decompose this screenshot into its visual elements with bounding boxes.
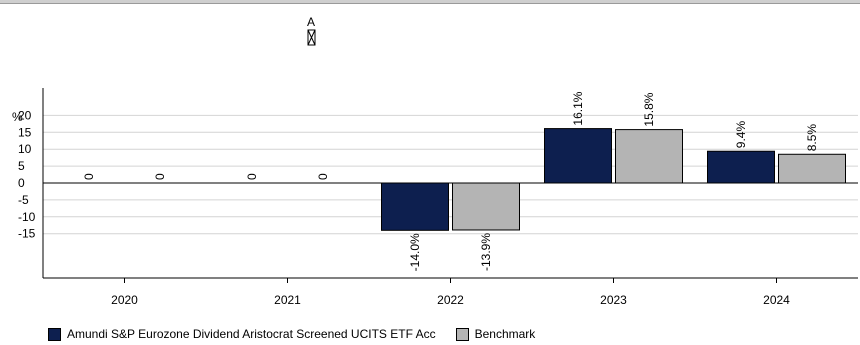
y-tick-label: 5 (18, 159, 25, 173)
data-label: -13.9% (479, 233, 493, 271)
bars (381, 128, 846, 231)
axes (42, 88, 858, 283)
data-label: 0 (316, 173, 330, 180)
data-label: 0 (153, 173, 167, 180)
legend-swatch-fund (48, 327, 61, 341)
data-label: -14.0% (408, 233, 422, 271)
bar (544, 128, 612, 184)
legend-item-benchmark: Benchmark (455, 327, 536, 341)
data-label: 9.4% (734, 121, 748, 149)
annotation-letter: A (307, 15, 315, 29)
y-tick-labels: 20 15 10 5 0 -5 -10 -15 (18, 108, 36, 240)
annotation-marker: A (307, 15, 316, 46)
x-tick-labels: 2020 2021 2022 2023 2024 (111, 293, 790, 307)
bar (452, 182, 520, 231)
legend: Amundi S&P Eurozone Dividend Aristocrat … (48, 325, 555, 343)
data-label: 0 (82, 173, 96, 180)
x-tick-label: 2021 (274, 293, 301, 307)
bar (707, 150, 775, 184)
annotation-glyph-cross-2 (307, 29, 316, 46)
y-tick-label: -5 (18, 193, 29, 207)
y-tick-label: -15 (18, 227, 36, 241)
data-label: 16.1% (571, 91, 585, 125)
data-label: 0 (245, 173, 259, 180)
y-tick-label: 10 (18, 142, 32, 156)
legend-swatch-benchmark (455, 327, 469, 341)
annotation-glyph (307, 29, 316, 46)
data-label: 15.8% (642, 92, 656, 126)
y-tick-label: 15 (18, 125, 32, 139)
bar (778, 153, 846, 184)
legend-item-fund: Amundi S&P Eurozone Dividend Aristocrat … (48, 327, 436, 341)
x-tick-label: 2024 (763, 293, 790, 307)
y-unit-label: % (12, 110, 23, 124)
bar (381, 182, 449, 231)
legend-label-fund: Amundi S&P Eurozone Dividend Aristocrat … (67, 327, 436, 341)
x-tick-label: 2023 (600, 293, 627, 307)
data-labels: 0 0 0 0 -14.0% -13.9% 16.1% 15.8% 9.4% 8.5% (82, 91, 819, 271)
y-tick-label: -10 (18, 210, 36, 224)
y-tick-label: 0 (18, 176, 25, 190)
top-bar (0, 0, 860, 4)
legend-label-benchmark: Benchmark (474, 327, 536, 341)
x-tick-label: 2022 (437, 293, 464, 307)
y-tick-label: 20 (18, 108, 32, 122)
x-tick-label: 2020 (111, 293, 138, 307)
data-label: 8.5% (805, 124, 819, 152)
bar (615, 129, 683, 184)
